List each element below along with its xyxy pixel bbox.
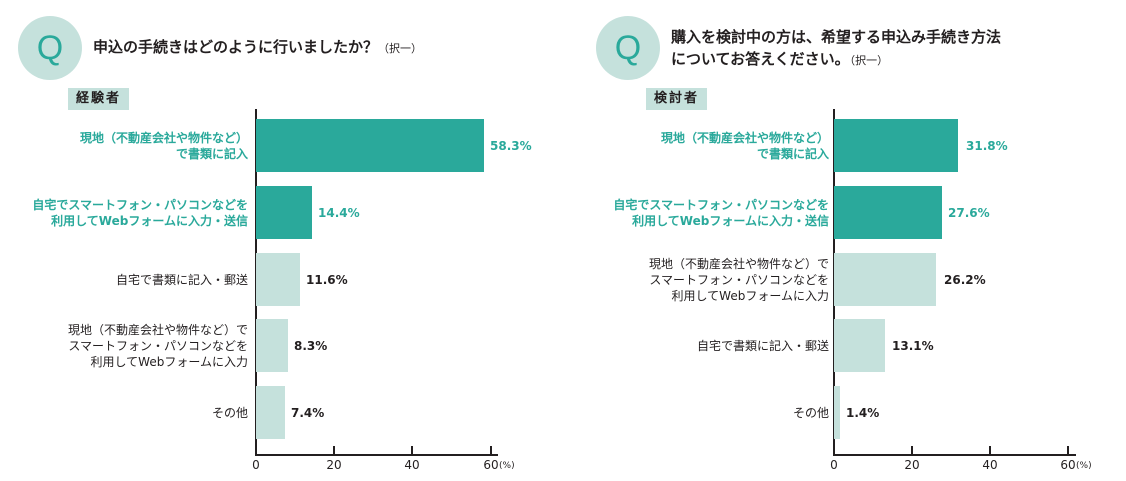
value-label: 26.2% xyxy=(944,272,986,287)
category-label: 現地（不動産会社や物件など） で書類に記入 xyxy=(79,130,248,161)
x-tick-label: 0 xyxy=(252,458,260,472)
question-note: （択一） xyxy=(849,54,889,67)
question-q-icon: Q xyxy=(596,16,660,80)
category-label: 現地（不動産会社や物件など）で スマートフォン・パソコンなどを 利用してWebフ… xyxy=(648,256,829,303)
question-text-line1: 購入を検討中の方は、希望する申込み手続き方法 xyxy=(671,28,1002,46)
value-label: 14.4% xyxy=(318,205,360,220)
question-text: 申込の手続きはどのように行いましたか？ xyxy=(93,38,379,56)
x-tick xyxy=(490,446,492,454)
question-q-icon: Q xyxy=(18,16,82,80)
value-label: 11.6% xyxy=(306,272,348,287)
x-axis-unit: (%) xyxy=(499,461,515,471)
left-chart-panel: Q 申込の手続きはどのように行いましたか？（択一） 経験者 0 20 40 60… xyxy=(0,0,560,481)
left-question-title: 申込の手続きはどのように行いましたか？（択一） xyxy=(93,36,422,60)
bar xyxy=(256,119,484,172)
x-tick xyxy=(1067,446,1069,454)
y-axis xyxy=(833,109,835,455)
question-note: （択一） xyxy=(378,42,423,55)
x-tick xyxy=(989,446,991,454)
bar xyxy=(256,319,288,372)
x-tick-label: 20 xyxy=(326,458,342,472)
x-tick-label: 40 xyxy=(982,458,998,472)
bar xyxy=(834,253,936,306)
respondent-badge: 経験者 xyxy=(68,88,130,110)
category-label: 自宅で書類に記入・郵送 xyxy=(696,338,829,353)
x-tick-label: 60 xyxy=(483,458,499,472)
x-tick-label: 0 xyxy=(830,458,838,472)
value-label: 1.4% xyxy=(846,405,880,420)
bar xyxy=(834,119,958,172)
value-label: 7.4% xyxy=(291,405,325,420)
question-text-line2: についてお答えください。 xyxy=(671,50,850,68)
category-label: その他 xyxy=(211,405,248,420)
x-axis xyxy=(833,454,1076,456)
value-label: 13.1% xyxy=(892,338,934,353)
bar xyxy=(834,319,885,372)
right-question-title: 購入を検討中の方は、希望する申込み手続き方法 についてお答えください。（択一） xyxy=(671,26,1001,72)
x-tick-label: 60 xyxy=(1060,458,1076,472)
value-label: 58.3% xyxy=(490,138,532,153)
value-label: 31.8% xyxy=(966,138,1008,153)
x-tick xyxy=(411,446,413,454)
bar xyxy=(256,386,285,439)
category-label: 現地（不動産会社や物件など）で スマートフォン・パソコンなどを 利用してWebフ… xyxy=(67,322,248,369)
category-label: 自宅でスマートフォン・パソコンなどを 利用してWebフォームに入力・送信 xyxy=(613,197,829,228)
bar xyxy=(834,186,942,239)
category-label: 自宅で書類に記入・郵送 xyxy=(115,272,248,287)
category-label: 現地（不動産会社や物件など） で書類に記入 xyxy=(660,130,829,161)
value-label: 27.6% xyxy=(948,205,990,220)
x-tick-label: 20 xyxy=(904,458,920,472)
y-axis xyxy=(255,109,257,455)
x-axis xyxy=(255,454,498,456)
x-axis-unit: (%) xyxy=(1076,461,1092,471)
value-label: 8.3% xyxy=(294,338,328,353)
x-tick xyxy=(333,446,335,454)
category-label: 自宅でスマートフォン・パソコンなどを 利用してWebフォームに入力・送信 xyxy=(32,197,248,228)
x-tick-label: 40 xyxy=(404,458,420,472)
right-chart-panel: Q 購入を検討中の方は、希望する申込み手続き方法 についてお答えください。（択一… xyxy=(578,0,1126,481)
bar xyxy=(834,386,840,439)
category-label: その他 xyxy=(792,405,829,420)
x-tick xyxy=(911,446,913,454)
respondent-badge: 検討者 xyxy=(646,88,708,110)
bar xyxy=(256,253,300,306)
bar xyxy=(256,186,312,239)
